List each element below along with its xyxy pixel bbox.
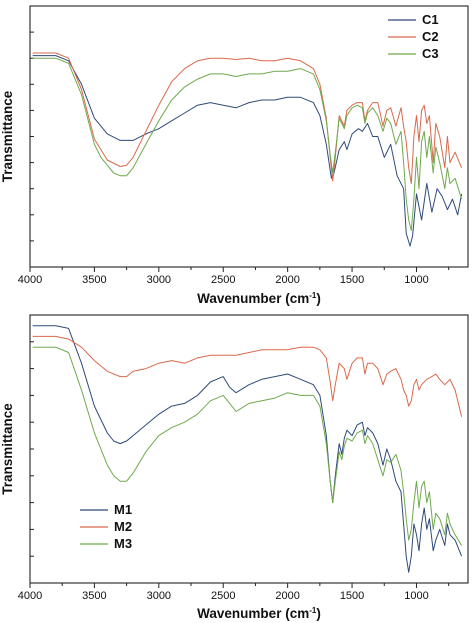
panel-1-x-tick-label: 3000 xyxy=(147,274,171,286)
panel-1: 4000 3500 3000 2500 2000 1500 1000 Wavenumber (… xyxy=(0,5,469,306)
panel-1-x-tick-label: 2500 xyxy=(211,274,235,286)
panel-1-x-tick-label: 4000 xyxy=(18,274,42,286)
panel-1-legend: C1 C2 C3 xyxy=(388,12,439,61)
panel-1-legend-label: C2 xyxy=(422,29,439,44)
panel-1-legend-label: C3 xyxy=(422,46,439,61)
panel-2: 4000 3500 3000 2500 2000 1500 1000 Wavenumber (… xyxy=(0,314,469,621)
panel-1-x-tick-label: 1500 xyxy=(340,274,364,286)
panel-2-x-tick-label: 3500 xyxy=(82,590,106,602)
panel-2-y-axis-label: Transmittance xyxy=(0,403,15,495)
panel-2-x-tick-label: 3000 xyxy=(147,590,171,602)
panel-1-x-tick-label: 2000 xyxy=(275,274,299,286)
panel-2-x-tick-label: 1500 xyxy=(340,590,364,602)
panel-2-x-axis-label: Wavenumber (cm-1) xyxy=(197,606,321,621)
panel-1-plot-frame xyxy=(29,5,469,268)
panel-1-series-c3-line xyxy=(32,57,463,231)
panel-1-y-axis-label: Transmittance xyxy=(0,90,15,182)
panel-1-legend-label: C1 xyxy=(422,12,439,27)
panel-2-x-tick-label: 2000 xyxy=(275,590,299,602)
panel-1-x-tick-label: 1000 xyxy=(404,274,428,286)
panel-2-series-m1-line xyxy=(32,325,463,573)
panel-2-series-m2-line xyxy=(32,335,463,417)
panel-2-legend-label: M3 xyxy=(114,536,132,551)
panel-2-legend: M1 M2 M3 xyxy=(80,502,132,551)
panel-2-x-tick-label: 1000 xyxy=(404,590,428,602)
panel-2-legend-label: M2 xyxy=(114,519,132,534)
panel-1-series-c2-line xyxy=(32,52,463,184)
panel-2-plot-frame xyxy=(29,314,469,584)
panel-2-series-m3-line xyxy=(32,346,463,546)
panel-2-legend-label: M1 xyxy=(114,502,132,517)
panel-2-x-tick-label: 4000 xyxy=(18,590,42,602)
panel-1-x-tick-label: 3500 xyxy=(82,274,106,286)
panel-2-x-tick-label: 2500 xyxy=(211,590,235,602)
panel-1-x-axis-label: Wavenumber (cm-1) xyxy=(197,291,321,306)
panel-1-series-c1-line xyxy=(32,55,463,247)
